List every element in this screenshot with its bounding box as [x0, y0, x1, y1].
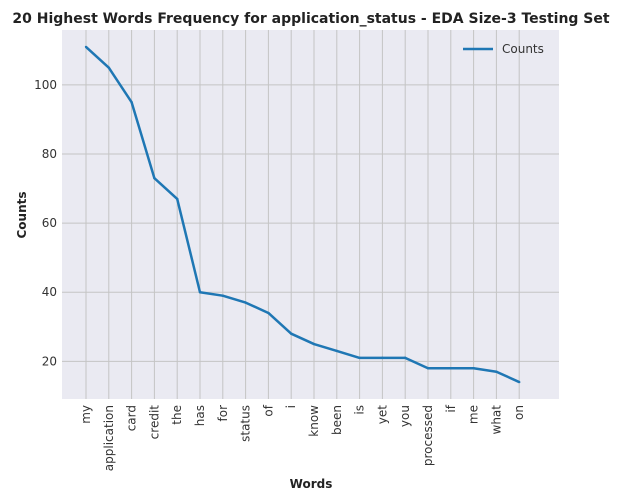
- data-point-yet: [381, 356, 384, 360]
- data-point-credit: [153, 177, 156, 180]
- chart-title: 20 Highest Words Frequency for applicati…: [12, 11, 609, 27]
- data-point-application: [107, 66, 111, 69]
- x-tick-label: me: [467, 405, 481, 424]
- x-tick-label: processed: [421, 405, 435, 466]
- y-axis-label: Counts: [15, 191, 29, 238]
- data-point-is: [358, 356, 361, 360]
- data-point-card: [130, 101, 133, 104]
- legend: Counts: [463, 42, 544, 56]
- series-line-counts: [85, 46, 520, 384]
- y-tick-label: 60: [42, 216, 57, 230]
- y-tick-label: 40: [42, 285, 57, 299]
- y-tick-label: 100: [34, 78, 57, 92]
- y-axis-ticks: 20 40 60 80 100: [34, 78, 57, 368]
- x-tick-label: of: [261, 404, 275, 416]
- x-axis-label: Words: [290, 477, 333, 491]
- grid: [62, 30, 559, 399]
- data-point-has: [198, 291, 202, 294]
- legend-label-counts: Counts: [502, 42, 544, 56]
- plot-area: [62, 30, 559, 399]
- data-point-status: [244, 301, 247, 304]
- x-tick-label: i: [284, 405, 298, 408]
- data-point-of: [267, 311, 270, 315]
- y-tick-label: 20: [42, 354, 57, 368]
- data-point-my: [84, 45, 88, 49]
- series-layer: [84, 45, 521, 384]
- x-tick-label: has: [193, 405, 207, 426]
- data-point-on: [518, 380, 521, 384]
- x-tick-label: if: [444, 404, 458, 412]
- x-tick-label: credit: [147, 405, 161, 440]
- x-axis-ticks: my application card credit the has for status of…: [79, 404, 526, 471]
- x-tick-label: my: [79, 405, 93, 424]
- x-tick-label: application: [102, 405, 116, 471]
- data-point-the: [176, 197, 179, 201]
- x-tick-label: card: [125, 405, 139, 431]
- y-tick-label: 80: [42, 147, 57, 161]
- x-tick-label: on: [512, 405, 526, 420]
- x-tick-label: is: [353, 405, 367, 415]
- x-tick-label: been: [330, 405, 344, 435]
- data-point-know: [312, 342, 316, 346]
- data-point-processed: [426, 367, 430, 370]
- x-tick-label: you: [398, 405, 412, 427]
- data-point-what: [495, 370, 498, 373]
- x-tick-label: what: [489, 405, 503, 435]
- x-tick-label: yet: [375, 405, 389, 424]
- x-tick-label: know: [307, 405, 321, 437]
- data-point-if: [449, 367, 452, 370]
- data-point-i: [290, 332, 293, 335]
- data-point-me: [472, 367, 475, 370]
- x-tick-label: the: [170, 405, 184, 425]
- data-point-you: [404, 356, 407, 360]
- data-point-been: [335, 349, 338, 353]
- x-tick-label: status: [239, 405, 253, 442]
- x-tick-label: for: [216, 405, 230, 422]
- data-point-for: [221, 294, 224, 297]
